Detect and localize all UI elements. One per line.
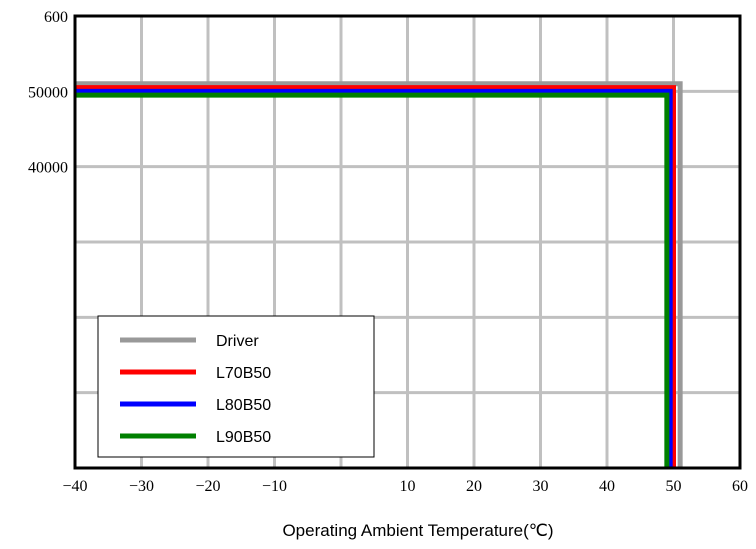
plot-frame (73, 14, 742, 470)
series-line-l70b50 (75, 85, 676, 468)
x-tick-label: −10 (262, 478, 287, 495)
x-axis-label: Operating Ambient Temperature(℃) (282, 521, 553, 540)
x-tick-label: 30 (533, 478, 549, 495)
series-line-l90b50 (75, 92, 670, 468)
x-tick-label: −20 (195, 478, 220, 495)
y-tick-label: 50000 (28, 84, 68, 101)
series-line-driver (75, 81, 683, 468)
y-tick-label: 40000 (28, 160, 68, 177)
x-tick-label: 60 (732, 478, 748, 495)
x-axis-ticks: −40 −30 −20 −10 10 20 30 40 50 60 (62, 478, 748, 495)
y-tick-label: 600 (44, 9, 68, 26)
x-tick-label: 10 (400, 478, 416, 495)
legend: Driver L70B50 L80B50 L90B50 (97, 315, 375, 458)
x-tick-label: −40 (62, 478, 87, 495)
x-tick-label: 40 (599, 478, 615, 495)
legend-label: L70B50 (216, 365, 271, 382)
x-tick-label: −30 (129, 478, 154, 495)
legend-label: L90B50 (216, 429, 271, 446)
y-axis-ticks: 600 50000 40000 (28, 9, 68, 177)
series-line-l80b50 (75, 88, 673, 468)
legend-label: Driver (216, 333, 259, 350)
x-tick-label: 50 (666, 478, 682, 495)
x-tick-label: 20 (466, 478, 482, 495)
series-layer (75, 81, 683, 468)
legend-label: L80B50 (216, 397, 271, 414)
